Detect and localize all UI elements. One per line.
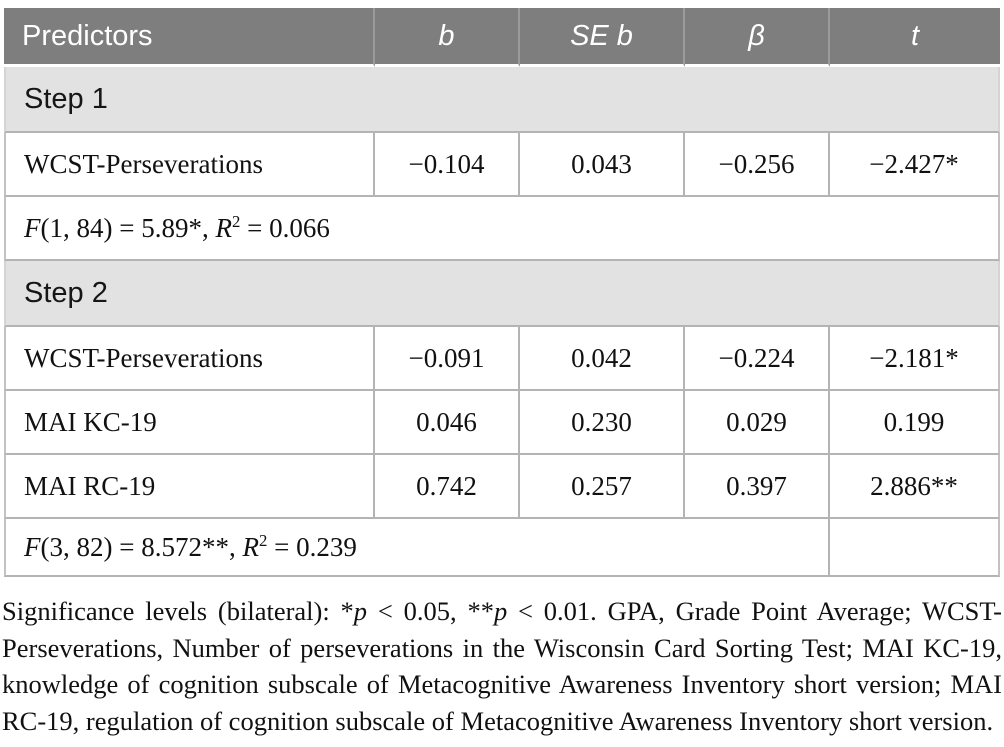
cell-se-b: 0.042: [520, 327, 685, 391]
cell-b: −0.104: [375, 133, 520, 197]
model-fit-step2: F(3, 82) = 8.572**, R2 = 0.239: [4, 519, 830, 577]
regression-table: Predictors b SE b β t Step 1 WCST-Persev…: [4, 8, 1000, 577]
cell-b: 0.742: [375, 455, 520, 519]
table-row-wcst-step2: WCST-Perseverations −0.091 0.042 −0.224 …: [4, 327, 1000, 391]
cell-beta: −0.256: [685, 133, 830, 197]
table-row-mai-kc19: MAI KC-19 0.046 0.230 0.029 0.199: [4, 391, 1000, 455]
model-fit-row-step2: F(3, 82) = 8.572**, R2 = 0.239: [4, 519, 1000, 577]
cell-b: 0.046: [375, 391, 520, 455]
column-header-b: b: [375, 8, 520, 67]
section-title-step-1: Step 1: [4, 67, 1000, 133]
table-row-wcst-step1: WCST-Perseverations −0.104 0.043 −0.256 …: [4, 133, 1000, 197]
regression-table-page: Predictors b SE b β t Step 1 WCST-Persev…: [0, 8, 1004, 739]
table-header-row: Predictors b SE b β t: [4, 8, 1000, 67]
cell-t: 2.886**: [830, 455, 1000, 519]
cell-se-b: 0.230: [520, 391, 685, 455]
section-row-step-1: Step 1: [4, 67, 1000, 133]
cell-beta: −0.224: [685, 327, 830, 391]
cell-predictor: WCST-Perseverations: [4, 133, 375, 197]
cell-se-b: 0.043: [520, 133, 685, 197]
cell-beta: 0.397: [685, 455, 830, 519]
model-fit-step1: F(1, 84) = 5.89*, R2 = 0.066: [4, 197, 1000, 261]
section-title-step-2: Step 2: [4, 261, 1000, 327]
column-header-se-b: SE b: [520, 8, 685, 67]
column-header-predictors: Predictors: [4, 8, 375, 67]
model-fit-row-step1: F(1, 84) = 5.89*, R2 = 0.066: [4, 197, 1000, 261]
table-footnote: Significance levels (bilateral): *p < 0.…: [2, 596, 1002, 736]
section-row-step-2: Step 2: [4, 261, 1000, 327]
column-header-t: t: [830, 8, 1000, 67]
model-fit-empty-t-cell: [830, 519, 1000, 577]
table-row-mai-rc19: MAI RC-19 0.742 0.257 0.397 2.886**: [4, 455, 1000, 519]
cell-t: −2.181*: [830, 327, 1000, 391]
cell-b: −0.091: [375, 327, 520, 391]
cell-beta: 0.029: [685, 391, 830, 455]
cell-t: 0.199: [830, 391, 1000, 455]
cell-predictor: WCST-Perseverations: [4, 327, 375, 391]
cell-t: −2.427*: [830, 133, 1000, 197]
cell-predictor: MAI KC-19: [4, 391, 375, 455]
cell-se-b: 0.257: [520, 455, 685, 519]
cell-predictor: MAI RC-19: [4, 455, 375, 519]
column-header-beta: β: [685, 8, 830, 67]
